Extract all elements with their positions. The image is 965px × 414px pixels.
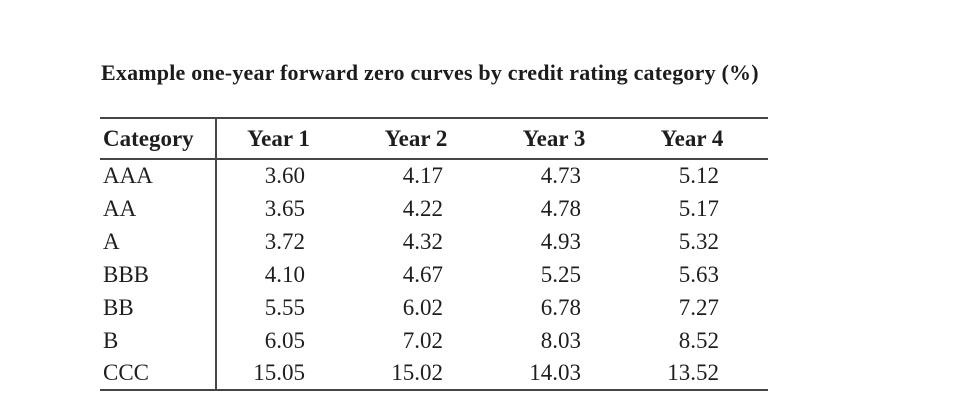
header-row: Category Year 1 Year 2 Year 3 Year 4 bbox=[100, 118, 768, 160]
category-cell: AA bbox=[100, 192, 217, 225]
value-cell: 5.32 bbox=[678, 228, 719, 254]
value-cell: 4.78 bbox=[540, 195, 581, 221]
category-cell: AAA bbox=[100, 159, 217, 192]
value-cell: 13.52 bbox=[667, 360, 719, 385]
value-cell: 5.55 bbox=[264, 294, 305, 320]
category-cell: A bbox=[100, 225, 217, 258]
value-cell: 4.93 bbox=[540, 228, 581, 254]
category-cell: BBB bbox=[100, 258, 217, 291]
table-row-bb: BB 5.55 6.02 6.78 7.27 bbox=[100, 291, 768, 324]
value-cell: 4.67 bbox=[402, 261, 443, 287]
value-cell: 5.25 bbox=[540, 261, 581, 287]
category-cell: CCC bbox=[100, 357, 217, 390]
forward-zero-curves-table: Category Year 1 Year 2 Year 3 Year 4 AAA… bbox=[100, 117, 768, 391]
column-header-year-3: Year 3 bbox=[492, 118, 630, 160]
value-cell: 3.72 bbox=[264, 228, 305, 254]
table-row-b: B 6.05 7.02 8.03 8.52 bbox=[100, 324, 768, 357]
value-cell: 8.52 bbox=[678, 327, 719, 353]
value-cell: 7.02 bbox=[402, 327, 443, 353]
table-row-a: A 3.72 4.32 4.93 5.32 bbox=[100, 225, 768, 258]
value-cell: 5.12 bbox=[678, 163, 719, 188]
category-cell: BB bbox=[100, 291, 217, 324]
value-cell: 15.05 bbox=[253, 360, 305, 385]
value-cell: 3.65 bbox=[264, 195, 305, 221]
value-cell: 4.17 bbox=[402, 163, 443, 188]
column-header-year-1: Year 1 bbox=[216, 118, 354, 160]
table-row-aaa: AAA 3.60 4.17 4.73 5.12 bbox=[100, 159, 768, 192]
value-cell: 6.02 bbox=[402, 294, 443, 320]
column-header-year-4: Year 4 bbox=[630, 118, 768, 160]
value-cell: 6.05 bbox=[264, 327, 305, 353]
value-cell: 15.02 bbox=[391, 360, 443, 385]
value-cell: 3.60 bbox=[264, 163, 305, 188]
value-cell: 4.73 bbox=[540, 163, 581, 188]
table-row-ccc: CCC 15.05 15.02 14.03 13.52 bbox=[100, 357, 768, 390]
value-cell: 6.78 bbox=[540, 294, 581, 320]
table-title: Example one-year forward zero curves by … bbox=[101, 60, 759, 85]
value-cell: 4.32 bbox=[402, 228, 443, 254]
value-cell: 4.10 bbox=[264, 261, 305, 287]
column-header-category: Category bbox=[100, 118, 217, 160]
table-row-bbb: BBB 4.10 4.67 5.25 5.63 bbox=[100, 258, 768, 291]
category-cell: B bbox=[100, 324, 217, 357]
value-cell: 8.03 bbox=[540, 327, 581, 353]
value-cell: 5.17 bbox=[678, 195, 719, 221]
value-cell: 4.22 bbox=[402, 195, 443, 221]
value-cell: 14.03 bbox=[529, 360, 581, 385]
value-cell: 5.63 bbox=[678, 261, 719, 287]
value-cell: 7.27 bbox=[678, 294, 719, 320]
column-header-year-2: Year 2 bbox=[354, 118, 492, 160]
table-row-aa: AA 3.65 4.22 4.78 5.17 bbox=[100, 192, 768, 225]
